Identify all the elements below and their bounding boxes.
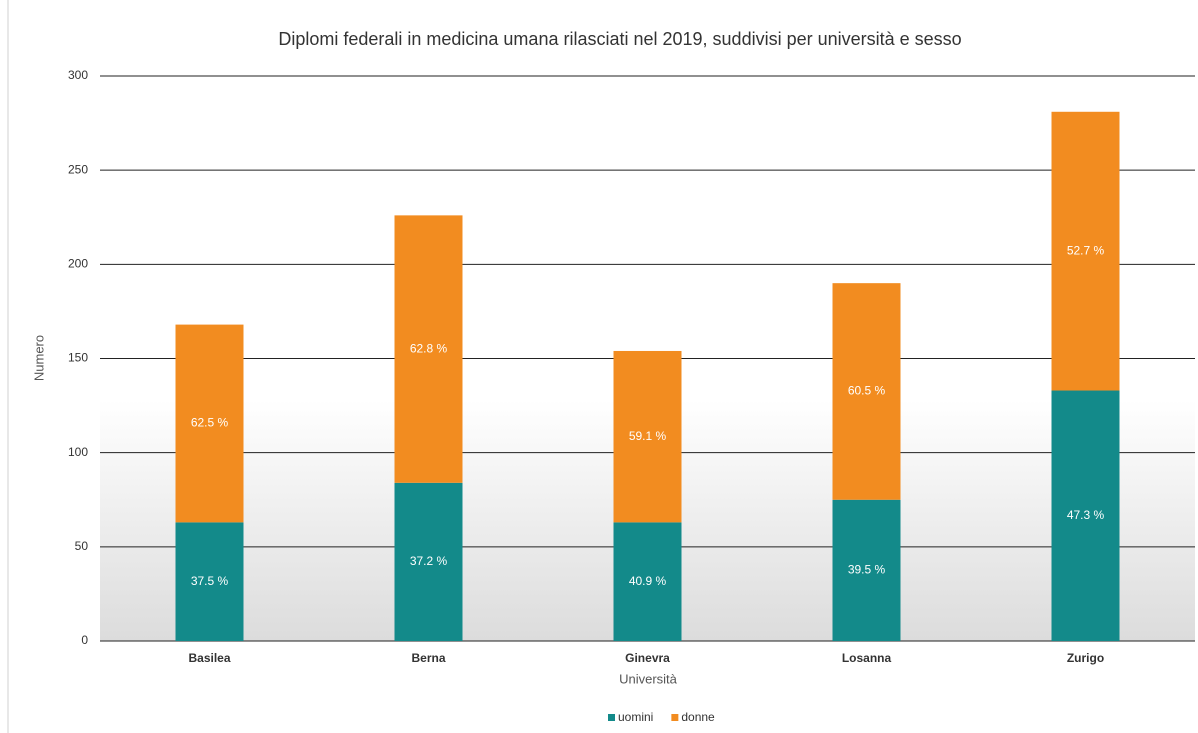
legend-swatch xyxy=(671,714,679,721)
data-label: 40.9 % xyxy=(629,574,667,588)
bar-segment xyxy=(394,482,463,641)
x-axis-label: Università xyxy=(619,671,678,686)
bar-segment xyxy=(832,499,901,641)
data-label: 39.5 % xyxy=(848,563,886,577)
bar-segment xyxy=(1051,390,1120,641)
data-label: 59.1 % xyxy=(629,429,667,443)
legend-label: uomini xyxy=(618,710,653,724)
data-label: 37.5 % xyxy=(191,574,229,588)
x-tick-label: Basilea xyxy=(188,651,230,665)
x-tick-label: Zurigo xyxy=(1067,651,1104,665)
x-tick-label: Berna xyxy=(411,651,445,665)
y-tick-label: 300 xyxy=(68,68,88,82)
data-label: 62.8 % xyxy=(410,341,448,355)
y-axis-label: Numero xyxy=(31,335,46,381)
y-tick-label: 50 xyxy=(75,539,89,553)
bar-segment xyxy=(613,350,682,523)
y-tick-label: 200 xyxy=(68,257,88,271)
legend: uomini donne xyxy=(608,710,715,724)
y-tick-label: 150 xyxy=(68,351,88,365)
y-tick-label: 250 xyxy=(68,162,88,176)
legend-swatch xyxy=(608,714,615,721)
bar-segment xyxy=(394,215,463,483)
data-label: 60.5 % xyxy=(848,384,886,398)
bar-segment xyxy=(1051,111,1120,391)
data-label: 62.5 % xyxy=(191,416,229,430)
data-label: 37.2 % xyxy=(410,554,448,568)
x-tick-label: Ginevra xyxy=(625,651,670,665)
bar-segment xyxy=(175,324,244,523)
bar-segment xyxy=(175,522,244,641)
data-label: 47.3 % xyxy=(1067,508,1105,522)
y-tick-label: 0 xyxy=(81,633,88,647)
data-label: 52.7 % xyxy=(1067,243,1105,257)
legend-label: donne xyxy=(681,710,715,724)
y-tick-label: 100 xyxy=(68,445,88,459)
chart-title: Diplomi federali in medicina umana rilas… xyxy=(278,29,961,49)
x-tick-label: Losanna xyxy=(842,651,892,665)
bar-segment xyxy=(832,283,901,500)
bar-segment xyxy=(613,522,682,641)
